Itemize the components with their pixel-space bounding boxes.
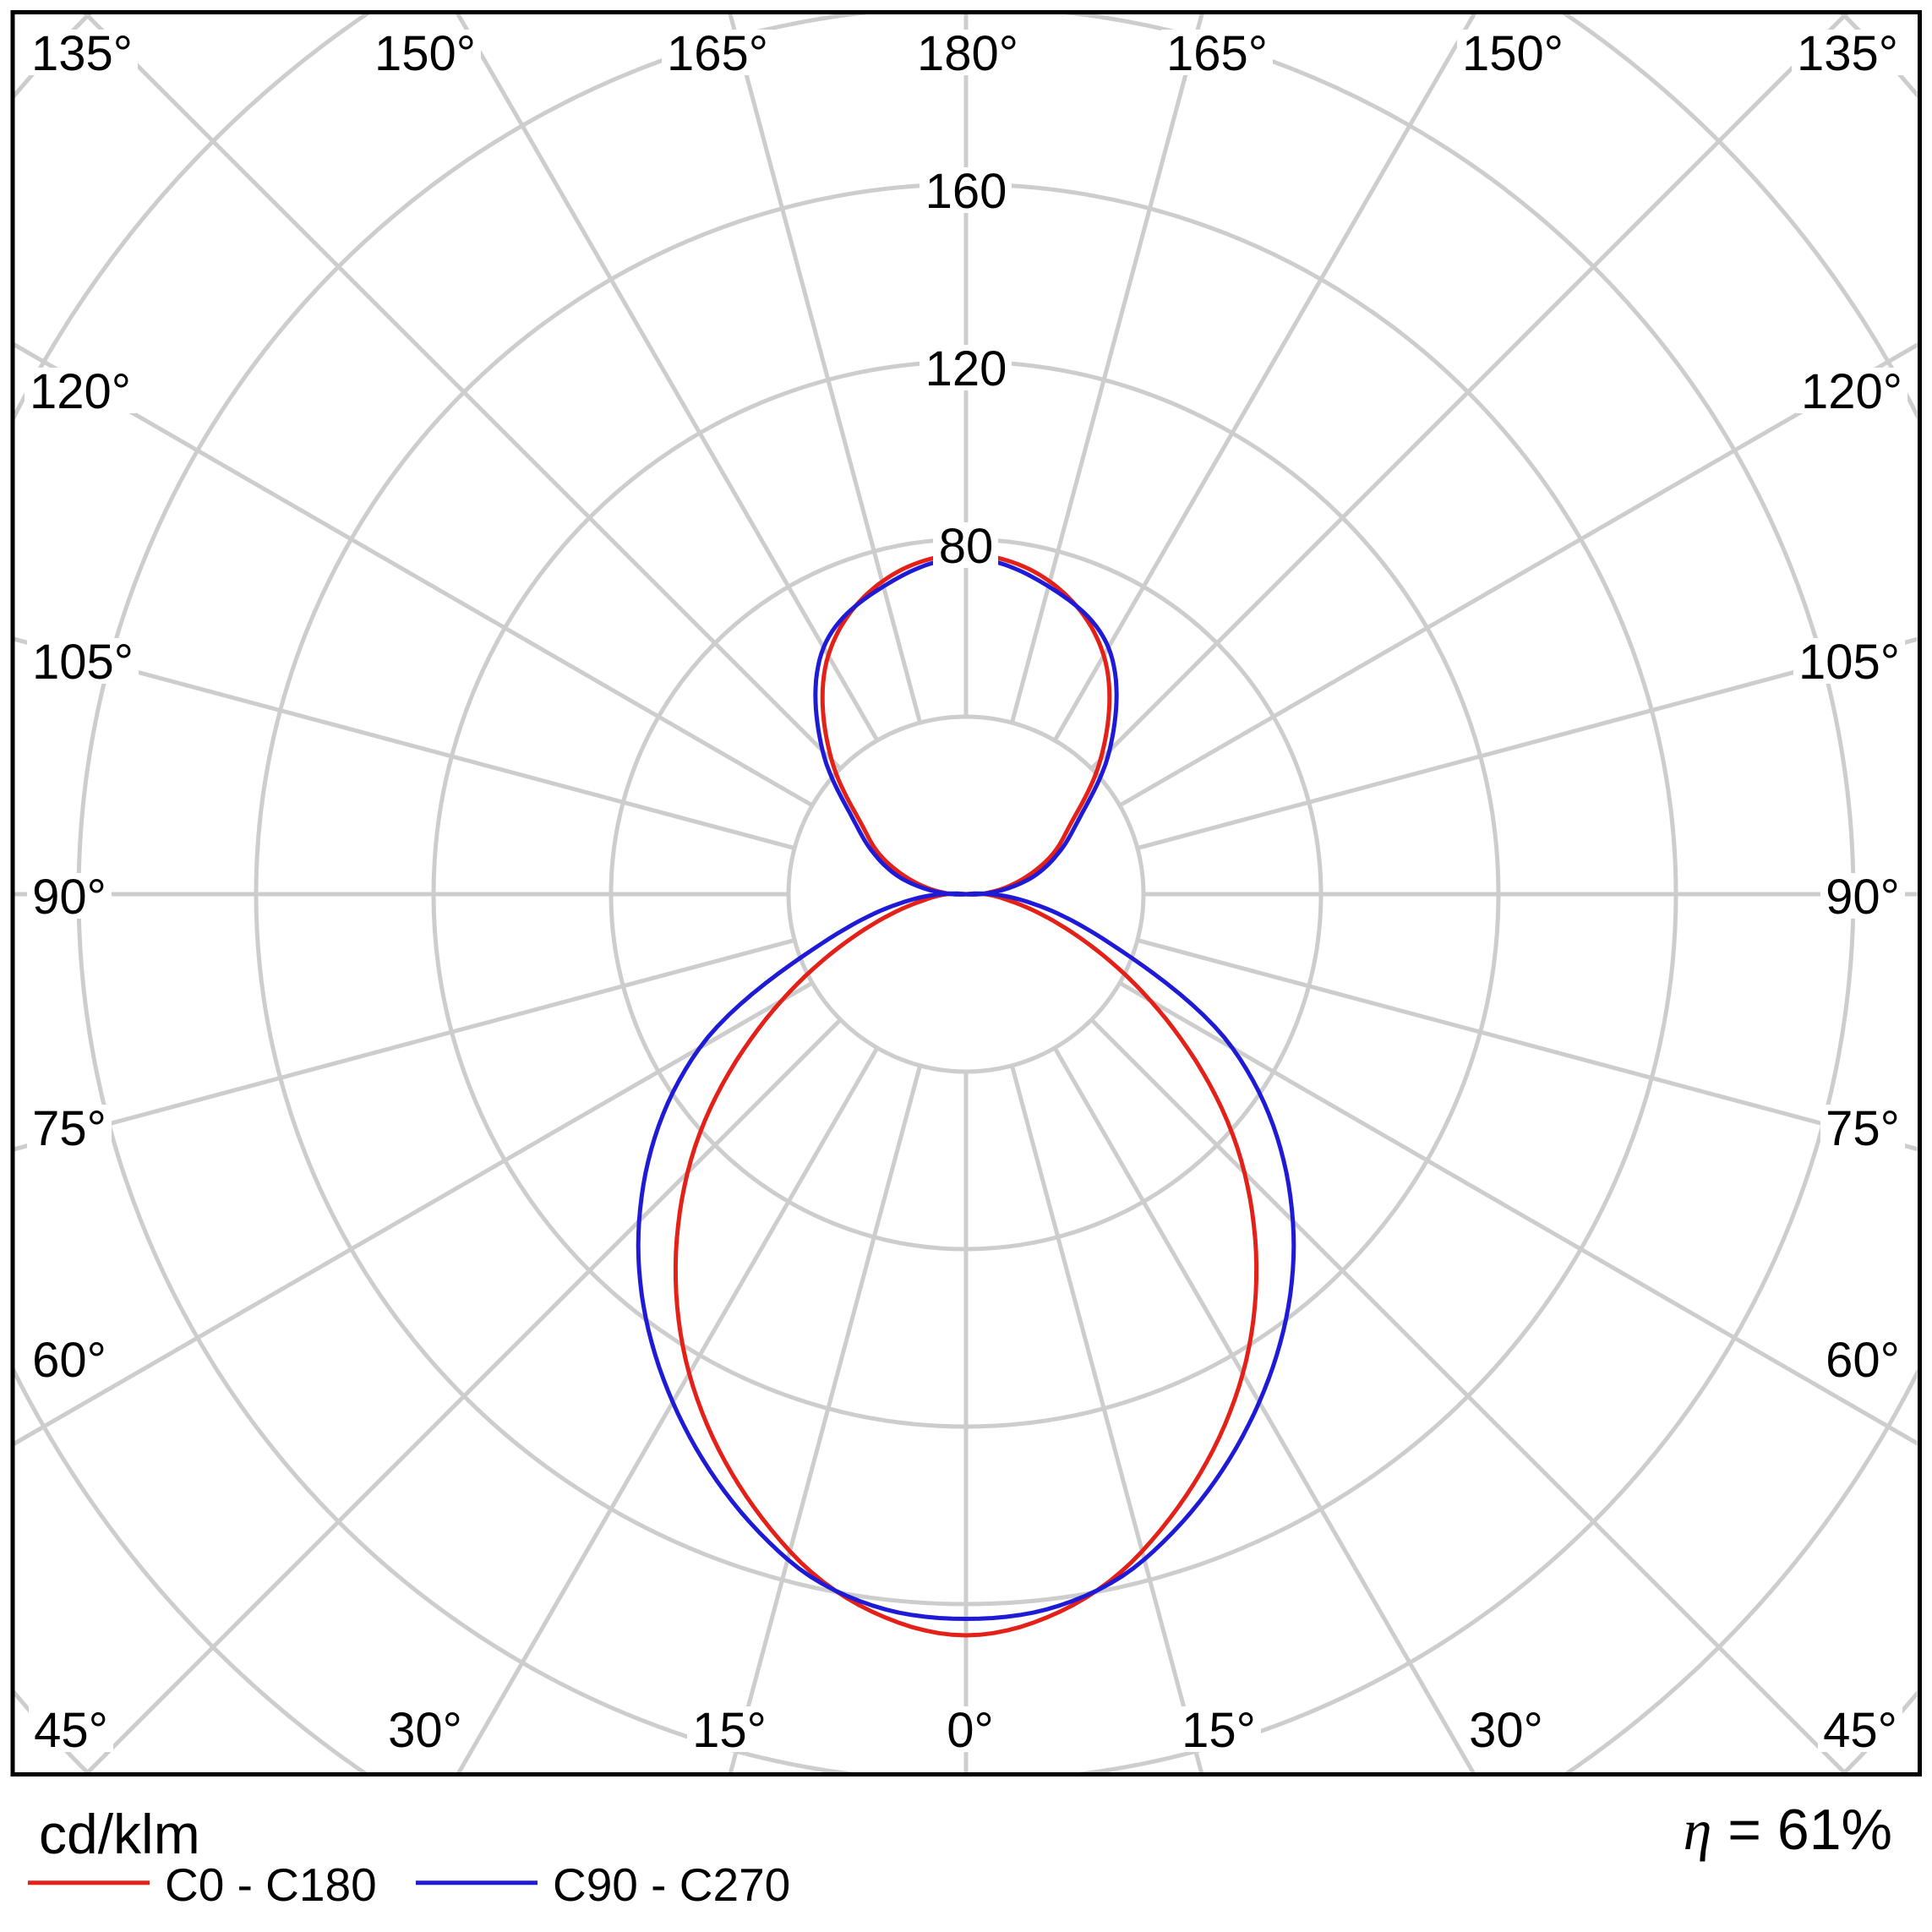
svg-text:135°: 135° (1797, 26, 1898, 81)
svg-text:30°: 30° (388, 1703, 462, 1758)
svg-text:105°: 105° (1798, 635, 1900, 690)
svg-text:150°: 150° (374, 26, 476, 81)
svg-text:75°: 75° (32, 1101, 106, 1156)
svg-text:120°: 120° (1801, 364, 1902, 419)
svg-text:105°: 105° (32, 635, 134, 690)
svg-text:135°: 135° (31, 26, 133, 81)
svg-text:120°: 120° (30, 364, 131, 419)
svg-text:180°: 180° (917, 26, 1018, 81)
svg-text:45°: 45° (34, 1703, 108, 1758)
svg-text:60°: 60° (32, 1333, 106, 1388)
svg-text:15°: 15° (1182, 1703, 1256, 1758)
svg-text:60°: 60° (1826, 1333, 1900, 1388)
svg-text:150°: 150° (1462, 26, 1564, 81)
svg-text:45°: 45° (1823, 1703, 1897, 1758)
svg-text:0°: 0° (947, 1703, 993, 1758)
svg-text:C90 - C270: C90 - C270 (553, 1858, 790, 1911)
svg-text:75°: 75° (1826, 1101, 1900, 1156)
svg-text:90°: 90° (32, 870, 106, 925)
svg-text:cd/klm: cd/klm (39, 1803, 200, 1865)
svg-text:η = 61%: η = 61% (1684, 1798, 1892, 1862)
svg-text:30°: 30° (1469, 1703, 1543, 1758)
svg-text:C0 - C180: C0 - C180 (165, 1858, 377, 1911)
svg-text:90°: 90° (1826, 870, 1900, 925)
svg-text:165°: 165° (667, 26, 768, 81)
svg-text:160: 160 (925, 164, 1007, 219)
svg-text:165°: 165° (1166, 26, 1268, 81)
svg-text:80: 80 (939, 519, 994, 574)
svg-text:15°: 15° (692, 1703, 767, 1758)
svg-text:120: 120 (925, 341, 1007, 396)
